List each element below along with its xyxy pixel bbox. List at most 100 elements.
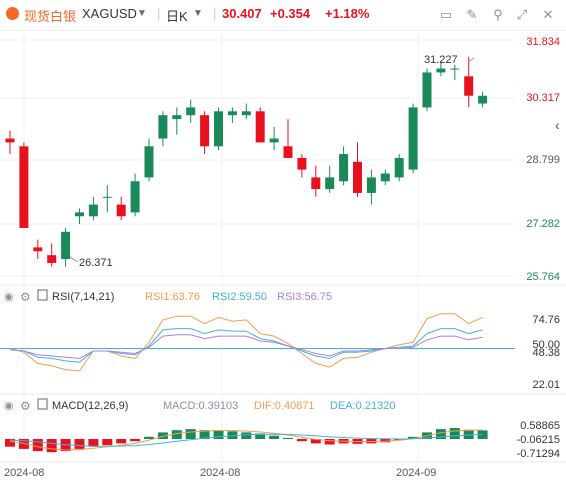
expand-icon[interactable]: ⤢ xyxy=(516,7,528,22)
macd-bar xyxy=(394,439,405,441)
low-label: 26.371 xyxy=(79,257,113,269)
settings-icon[interactable]: ⚙ xyxy=(20,290,31,304)
macd-bar xyxy=(463,429,474,439)
macd-bar xyxy=(255,433,266,439)
candle-body xyxy=(186,107,196,116)
macd-bar xyxy=(324,439,335,445)
candle-body xyxy=(422,72,432,108)
price-change: +0.354 xyxy=(270,6,311,21)
macd-bar xyxy=(130,439,141,442)
macd-value: MACD:0.39103 xyxy=(163,400,238,412)
draw-icon[interactable]: ✎ xyxy=(466,7,478,22)
candle-body xyxy=(297,157,307,170)
candle-body xyxy=(269,138,279,143)
macd-bar xyxy=(74,439,85,449)
macd-bar xyxy=(227,431,238,439)
candle-body xyxy=(436,68,446,73)
macd-tick: 0.58865 xyxy=(520,420,560,432)
candle-body xyxy=(339,154,349,182)
indicator-box-icon xyxy=(37,398,48,410)
y-tick-label: 30.317 xyxy=(526,92,560,104)
macd-bar xyxy=(199,430,210,439)
macd-bar xyxy=(296,439,307,442)
rsi-title: RSI(7,14,21) xyxy=(52,291,114,303)
high-marker xyxy=(467,57,475,63)
chevron-down-icon[interactable]: ▼ xyxy=(137,8,147,19)
indicator-icon[interactable]: ⚲ xyxy=(493,7,503,22)
macd-tick: -0.06215 xyxy=(517,434,560,446)
chart-settings-icon[interactable]: ▭ xyxy=(439,7,453,22)
symbol-name[interactable]: 现货白银 xyxy=(24,9,77,24)
macd-bar xyxy=(310,439,321,444)
y-tick-label: 31.834 xyxy=(526,36,560,48)
candle-body xyxy=(408,107,418,170)
candle-body xyxy=(380,173,390,182)
macd-bar xyxy=(157,432,168,439)
rsi-tick: 22.01 xyxy=(532,379,560,391)
macd-bar xyxy=(185,429,196,439)
eye-icon[interactable]: ◉ xyxy=(4,291,14,303)
rsi1-line xyxy=(9,313,483,372)
candle-body xyxy=(200,115,210,147)
y-tick-label: 27.282 xyxy=(526,218,560,230)
macd-bar xyxy=(144,436,154,439)
high-label: 31.227 xyxy=(424,54,458,66)
period-selector[interactable]: 日K xyxy=(166,9,188,24)
candle-body xyxy=(214,111,223,147)
y-tick-label: 25.764 xyxy=(526,271,560,283)
macd-bar xyxy=(241,432,252,439)
dif-line xyxy=(9,429,483,451)
rsi2-value: RSI2:59.50 xyxy=(212,291,267,303)
candle-body xyxy=(283,146,293,158)
separator: | xyxy=(213,6,217,21)
macd-bar xyxy=(46,439,57,453)
candle-body xyxy=(255,111,265,143)
chevron-down-icon[interactable]: ▼ xyxy=(193,8,203,19)
indicator-box-icon xyxy=(37,289,48,301)
candle-body xyxy=(311,177,321,190)
candle-body xyxy=(241,111,251,116)
candle-body xyxy=(88,204,98,217)
dea-line xyxy=(9,433,483,447)
symbol-code[interactable]: XAGUSD xyxy=(82,6,137,21)
macd-tick: -0.71294 xyxy=(517,448,560,460)
macd-bar xyxy=(380,439,391,443)
dif-value: DIF:0.40871 xyxy=(254,400,315,412)
dea-value: DEA:0.21320 xyxy=(330,400,395,412)
macd-panel xyxy=(5,428,488,453)
rsi-tick: 74.76 xyxy=(532,314,560,326)
x-tick-label: 2024-08 xyxy=(4,467,44,479)
chevron-left-icon[interactable]: ‹ xyxy=(555,117,560,133)
macd-bar xyxy=(32,439,43,452)
eye-icon[interactable]: ◉ xyxy=(4,400,14,412)
settings-icon[interactable]: ⚙ xyxy=(20,399,31,413)
rsi3-value: RSI3:56.75 xyxy=(277,291,332,303)
macd-bar xyxy=(116,439,127,444)
close-icon[interactable]: ✕ xyxy=(542,7,554,22)
macd-bar xyxy=(408,436,419,439)
x-tick-label: 2024-09 xyxy=(396,467,436,479)
rsi2-line xyxy=(9,328,483,363)
candle-body xyxy=(394,157,404,178)
candle-body xyxy=(172,115,182,120)
brand-logo-icon xyxy=(6,7,19,20)
candle-body xyxy=(353,161,362,193)
candlestick-series xyxy=(5,56,488,267)
x-tick-label: 2024-08 xyxy=(200,467,240,479)
macd-bar xyxy=(102,439,113,446)
low-marker xyxy=(69,256,79,263)
candle-body xyxy=(158,115,168,139)
chart-header: 现货白银 XAGUSD ▼ | 日K ▼ | 30.407 +0.354 +1.… xyxy=(0,0,566,31)
candle-body xyxy=(450,68,460,70)
candle-body xyxy=(366,177,376,193)
macd-bar xyxy=(269,435,280,439)
rsi-tick: 48.38 xyxy=(532,347,560,359)
macd-bar xyxy=(18,439,29,449)
candle-body xyxy=(33,247,43,252)
last-price: 30.407 xyxy=(222,6,262,21)
candle-body xyxy=(325,177,335,190)
price-change-pct: +1.18% xyxy=(325,6,370,21)
macd-bar xyxy=(435,429,446,439)
macd-bar xyxy=(88,439,99,447)
